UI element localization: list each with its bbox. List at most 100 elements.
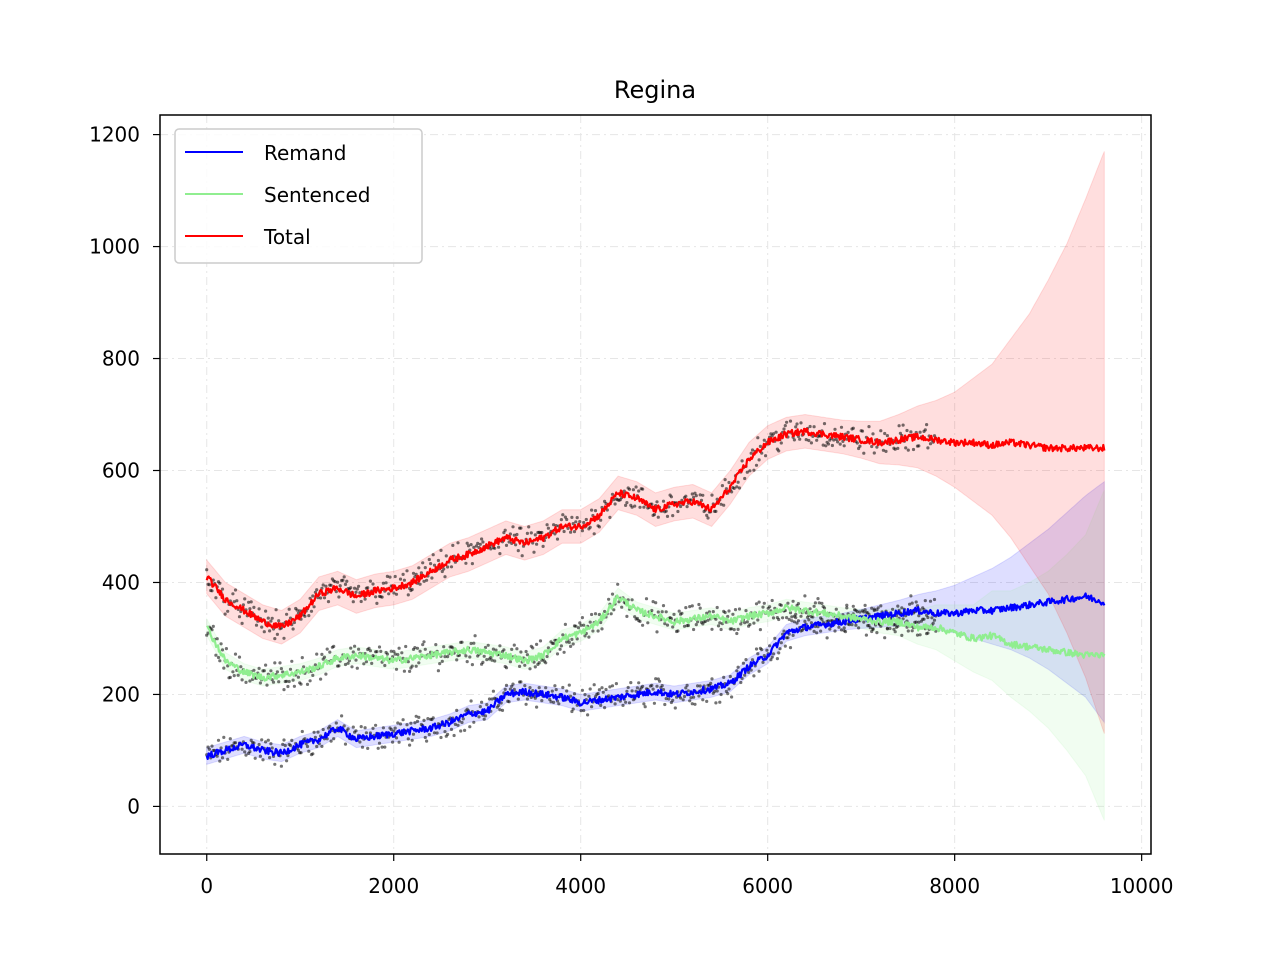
observed-point-total — [478, 542, 482, 546]
observed-point-total — [610, 492, 615, 496]
observed-point-total — [205, 568, 209, 572]
observed-point-total — [274, 608, 278, 612]
observed-point-sentenced — [922, 617, 926, 621]
observed-point-remand — [215, 754, 219, 758]
observed-point-sentenced — [222, 666, 226, 670]
observed-point-sentenced — [535, 642, 539, 647]
observed-point-total — [214, 596, 218, 600]
observed-point-sentenced — [355, 666, 359, 670]
observed-point-total — [237, 615, 242, 619]
observed-point-remand — [394, 736, 399, 740]
observed-point-total — [235, 599, 239, 603]
observed-point-remand — [398, 722, 403, 726]
observed-point-remand — [288, 743, 293, 748]
observed-point-total — [821, 443, 825, 447]
observed-point-total — [862, 451, 866, 455]
observed-point-total — [872, 451, 876, 455]
observed-point-total — [418, 582, 422, 586]
observed-point-total — [782, 427, 786, 431]
observed-point-remand — [586, 713, 590, 717]
observed-point-remand — [652, 701, 657, 705]
series-line-sentenced — [206, 594, 1106, 682]
observed-point-remand — [461, 717, 465, 721]
observed-point-remand — [540, 699, 544, 703]
observed-point-remand — [761, 660, 765, 665]
observed-point-total — [262, 630, 266, 634]
observed-point-remand — [709, 681, 713, 686]
observed-point-remand — [667, 697, 671, 701]
observed-point-remand — [689, 696, 693, 700]
observed-point-sentenced — [682, 624, 687, 628]
observed-point-sentenced — [508, 660, 512, 664]
observed-point-sentenced — [842, 626, 846, 630]
observed-point-sentenced — [847, 623, 852, 627]
observed-point-sentenced — [866, 624, 870, 628]
observed-point-sentenced — [233, 652, 238, 656]
observed-point-sentenced — [491, 647, 495, 651]
observed-point-remand — [736, 665, 740, 669]
observed-point-remand — [491, 689, 495, 693]
observed-point-sentenced — [768, 605, 772, 609]
observed-point-sentenced — [239, 665, 243, 669]
legend-box — [174, 128, 423, 264]
observed-point-sentenced — [737, 607, 742, 611]
observed-point-total — [669, 495, 674, 499]
observed-point-sentenced — [258, 681, 262, 685]
observed-point-remand — [383, 745, 387, 749]
observed-point-sentenced — [563, 622, 568, 627]
x-tick-label: 10000 — [1110, 874, 1174, 898]
observed-point-sentenced — [892, 627, 896, 631]
observed-point-total — [218, 581, 222, 585]
observed-point-sentenced — [787, 617, 791, 622]
observed-point-remand — [567, 683, 571, 687]
observed-point-sentenced — [555, 652, 560, 656]
observed-point-remand — [796, 619, 801, 623]
observed-point-sentenced — [826, 619, 831, 623]
observed-point-remand — [825, 636, 829, 640]
observed-point-total — [685, 505, 689, 509]
observed-point-sentenced — [232, 674, 236, 678]
observed-point-remand — [696, 684, 700, 688]
observed-point-remand — [329, 739, 333, 743]
observed-point-remand — [839, 628, 844, 632]
observed-point-total — [439, 548, 443, 553]
observed-point-total — [249, 600, 253, 604]
observed-point-sentenced — [523, 663, 527, 667]
observed-point-remand — [449, 727, 454, 732]
observed-point-total — [497, 545, 501, 549]
observed-point-sentenced — [714, 617, 718, 621]
observed-point-total — [257, 607, 261, 611]
observed-point-sentenced — [791, 599, 795, 603]
observed-point-remand — [425, 739, 429, 743]
observed-point-remand — [616, 698, 620, 702]
observed-point-remand — [719, 692, 723, 697]
observed-point-remand — [565, 689, 569, 693]
observed-point-total — [720, 484, 725, 488]
observed-point-total — [794, 425, 798, 429]
observed-point-remand — [583, 693, 587, 697]
observed-point-total — [529, 531, 533, 535]
observed-point-total — [630, 505, 634, 509]
observed-point-total — [633, 504, 637, 508]
observed-point-sentenced — [654, 601, 658, 605]
observed-point-total — [366, 586, 370, 590]
observed-point-sentenced — [319, 677, 323, 681]
observed-point-sentenced — [552, 641, 556, 646]
observed-point-remand — [599, 703, 603, 708]
observed-point-remand — [453, 722, 457, 727]
observed-point-sentenced — [231, 670, 235, 674]
observed-point-sentenced — [486, 643, 490, 647]
observed-point-total — [917, 444, 921, 448]
observed-point-sentenced — [465, 660, 469, 664]
observed-point-sentenced — [351, 650, 355, 654]
observed-point-sentenced — [354, 658, 358, 662]
observed-point-sentenced — [736, 627, 740, 632]
observed-point-remand — [663, 702, 667, 707]
observed-point-sentenced — [481, 660, 485, 665]
observed-point-remand — [207, 747, 211, 751]
observed-point-total — [693, 491, 697, 495]
observed-point-total — [777, 449, 781, 453]
observed-point-remand — [511, 682, 515, 686]
observed-point-remand — [743, 673, 747, 677]
observed-point-sentenced — [299, 682, 303, 686]
